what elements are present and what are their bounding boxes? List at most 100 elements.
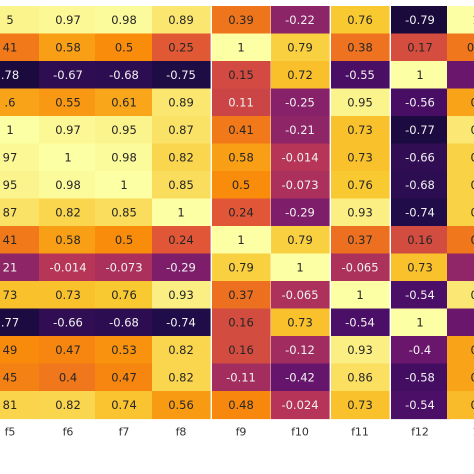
cell-value-label: 0.41 bbox=[228, 123, 254, 137]
heatmap-cell bbox=[152, 6, 211, 35]
heatmap-cell bbox=[0, 336, 40, 365]
x-tick-label: f12 bbox=[411, 426, 429, 439]
cell-value-label: -0.68 bbox=[405, 178, 435, 192]
heatmap-cell bbox=[331, 33, 390, 62]
heatmap-cell bbox=[152, 308, 211, 337]
cell-value-label: -0.12 bbox=[285, 343, 315, 357]
heatmap-cell bbox=[95, 116, 154, 145]
cell-value-label: -0.014 bbox=[49, 260, 86, 274]
heatmap-cell bbox=[0, 281, 40, 310]
cell-value-label: 1 bbox=[472, 13, 474, 27]
heatmap-cell bbox=[212, 33, 271, 62]
cell-value-label: -0.25 bbox=[285, 95, 315, 109]
cell-value-label: -0.56 bbox=[405, 95, 435, 109]
cell-value-label: 0.79 bbox=[287, 40, 313, 54]
heatmap-cell bbox=[271, 336, 330, 365]
heatmap-cell bbox=[152, 391, 211, 420]
heatmap-cell bbox=[0, 61, 40, 90]
cell-value-label: 0.85 bbox=[168, 178, 194, 192]
heatmap-cell bbox=[212, 198, 271, 227]
heatmap-cell bbox=[212, 6, 271, 35]
heatmap-cell bbox=[152, 336, 211, 365]
x-tick-label: f11 bbox=[351, 426, 369, 439]
cell-value-label: .77 bbox=[1, 315, 19, 329]
heatmap-cell bbox=[152, 116, 211, 145]
heatmap-cell bbox=[271, 171, 330, 200]
cell-value-label: -0.4 bbox=[409, 343, 431, 357]
cell-value-label: 1 bbox=[296, 260, 303, 274]
cell-value-label: -0.77 bbox=[405, 123, 435, 137]
heatmap-cell bbox=[447, 308, 474, 337]
cell-value-label: -0.073 bbox=[105, 260, 142, 274]
cell-value-label: 0.82 bbox=[168, 150, 194, 164]
cell-value-label: 0.47 bbox=[55, 343, 81, 357]
cell-value-label: 0.93 bbox=[347, 205, 373, 219]
cell-value-label: -0.22 bbox=[285, 13, 315, 27]
heatmap-cell bbox=[447, 253, 474, 282]
heatmap-cell bbox=[447, 61, 474, 90]
heatmap-cell bbox=[331, 6, 390, 35]
cell-value-label: -0.065 bbox=[281, 288, 318, 302]
x-tick-label: f6 bbox=[63, 426, 74, 439]
cell-value-label: 1 bbox=[177, 205, 184, 219]
cell-value-label: 41 bbox=[3, 233, 18, 247]
cell-value-label: 0. bbox=[471, 343, 474, 357]
cell-value-label: -0.68 bbox=[109, 68, 139, 82]
heatmap-cell bbox=[271, 6, 330, 35]
heatmap-cell bbox=[331, 116, 390, 145]
cell-value-label: 0.82 bbox=[168, 343, 194, 357]
cell-value-label: 0.38 bbox=[347, 40, 373, 54]
cell-value-label: 0.37 bbox=[347, 233, 373, 247]
heatmap-cell bbox=[331, 308, 390, 337]
cell-value-label: -0.29 bbox=[166, 260, 196, 274]
cell-value-label: -0.75 bbox=[166, 68, 196, 82]
heatmap-cell bbox=[95, 33, 154, 62]
heatmap-cell bbox=[152, 33, 211, 62]
heatmap-cell bbox=[447, 171, 474, 200]
heatmap-cell bbox=[0, 88, 40, 117]
cell-value-label: 0.95 bbox=[347, 95, 373, 109]
cell-value-label: 0.93 bbox=[168, 288, 194, 302]
cell-value-label: 0. bbox=[471, 398, 474, 412]
cell-value-label: 0.97 bbox=[55, 123, 81, 137]
cell-value-label: 0. bbox=[471, 288, 474, 302]
x-tick-label: f5 bbox=[5, 426, 16, 439]
cell-value-label: 0.17 bbox=[407, 40, 433, 54]
cell-value-label: 0.82 bbox=[55, 398, 81, 412]
cell-value-label: 1 bbox=[237, 233, 244, 247]
cell-value-label: 0.73 bbox=[287, 315, 313, 329]
heatmap-cell bbox=[331, 226, 390, 255]
x-tick-label: f7 bbox=[119, 426, 130, 439]
cell-value-label: 0.24 bbox=[228, 205, 254, 219]
cell-value-label: 0. bbox=[471, 370, 474, 384]
heatmap-cell bbox=[447, 6, 474, 35]
cell-value-label: 0.86 bbox=[347, 370, 373, 384]
cell-value-label: .78 bbox=[1, 68, 19, 82]
cell-value-label: 1 bbox=[64, 150, 71, 164]
heatmap-cell bbox=[39, 6, 98, 35]
heatmap-cell bbox=[212, 253, 271, 282]
heatmap-cell bbox=[39, 171, 98, 200]
heatmap-cell bbox=[95, 391, 154, 420]
heatmap-cell bbox=[39, 33, 98, 62]
cell-value-label: 97 bbox=[3, 150, 18, 164]
heatmap-cell bbox=[391, 281, 450, 310]
cell-value-label: 0.58 bbox=[55, 233, 81, 247]
cell-value-label: 0.73 bbox=[407, 260, 433, 274]
heatmap-cell bbox=[152, 198, 211, 227]
cell-value-label: -0.74 bbox=[405, 205, 435, 219]
cell-value-label: -0.11 bbox=[226, 370, 256, 384]
cell-value-label: -0.29 bbox=[285, 205, 315, 219]
heatmap-cell bbox=[212, 88, 271, 117]
cell-value-label: 81 bbox=[3, 398, 18, 412]
heatmap-cell bbox=[212, 226, 271, 255]
heatmap-cell bbox=[212, 61, 271, 90]
heatmap-cell bbox=[331, 336, 390, 365]
heatmap-cell bbox=[447, 116, 474, 145]
cell-value-label: 0.76 bbox=[347, 178, 373, 192]
heatmap-cell bbox=[447, 336, 474, 365]
heatmap-cell bbox=[331, 253, 390, 282]
heatmap-cell bbox=[0, 143, 40, 172]
heatmap-cell bbox=[271, 363, 330, 392]
